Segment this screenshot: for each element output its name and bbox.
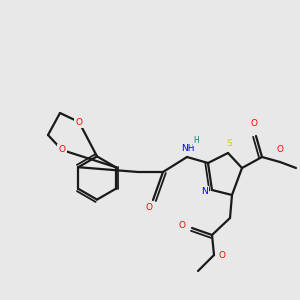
Text: O: O bbox=[218, 250, 226, 260]
Text: NH: NH bbox=[181, 144, 195, 153]
Text: H: H bbox=[194, 136, 200, 145]
Text: N: N bbox=[201, 188, 207, 196]
Text: O: O bbox=[58, 146, 65, 154]
Text: O: O bbox=[277, 146, 284, 154]
Text: O: O bbox=[146, 203, 152, 212]
Text: S: S bbox=[226, 139, 232, 148]
Text: O: O bbox=[250, 119, 257, 128]
Text: O: O bbox=[76, 118, 82, 127]
Text: O: O bbox=[178, 221, 185, 230]
